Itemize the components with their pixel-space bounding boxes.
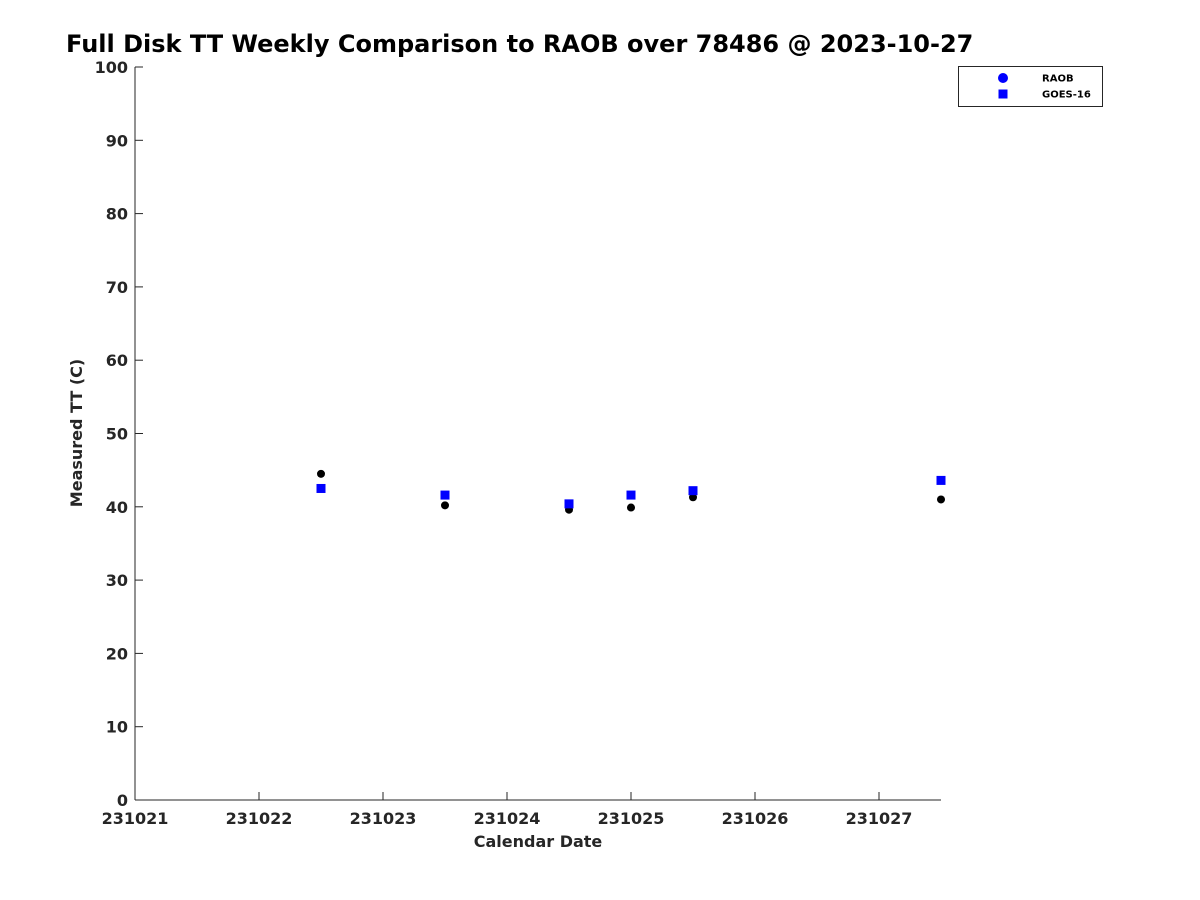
legend: RAOB GOES-16 [958,66,1103,107]
x-tick-label: 231026 [722,809,789,828]
y-tick-label: 100 [95,58,128,77]
y-axis-label: Measured TT (C) [67,359,86,507]
x-tick-label: 231024 [474,809,541,828]
y-tick-label: 60 [106,351,128,370]
data-point-raob [689,493,697,502]
y-tick-label: 30 [106,571,128,590]
legend-marker [998,89,1008,99]
y-tick-label: 0 [117,791,128,810]
data-point-raob [317,469,325,478]
data-point-goes-16 [316,483,326,493]
y-tick-label: 70 [106,278,128,297]
legend-label: GOES-16 [1042,90,1091,101]
x-tick-label: 231025 [598,809,665,828]
data-point-raob [937,495,945,504]
y-tick-label: 80 [106,205,128,224]
data-point-raob [441,501,449,510]
data-point-goes-16 [626,490,636,500]
data-point-goes-16 [440,490,450,500]
x-tick-label: 231023 [350,809,417,828]
y-tick-label: 20 [106,644,128,663]
legend-box [958,66,1103,107]
x-tick-label: 231022 [226,809,293,828]
legend-label: RAOB [1042,74,1074,85]
y-tick-label: 50 [106,425,128,444]
x-tick-label: 231021 [102,809,169,828]
x-axis-label: Calendar Date [474,832,603,851]
data-point-goes-16 [564,499,574,509]
x-tick-label: 231027 [846,809,913,828]
axes: 0 10 20 30 40 50 60 70 80 90 100 231021 231022 231023… [95,58,941,828]
data-point-raob [627,503,635,512]
y-tick-label: 40 [106,498,128,517]
data-point-goes-16 [936,475,946,485]
y-tick-label: 90 [106,131,128,150]
y-tick-label: 10 [106,718,128,737]
data-marks [316,469,946,514]
legend-marker [998,73,1008,83]
chart-title: Full Disk TT Weekly Comparison to RAOB o… [66,30,974,58]
data-point-goes-16 [688,486,698,496]
